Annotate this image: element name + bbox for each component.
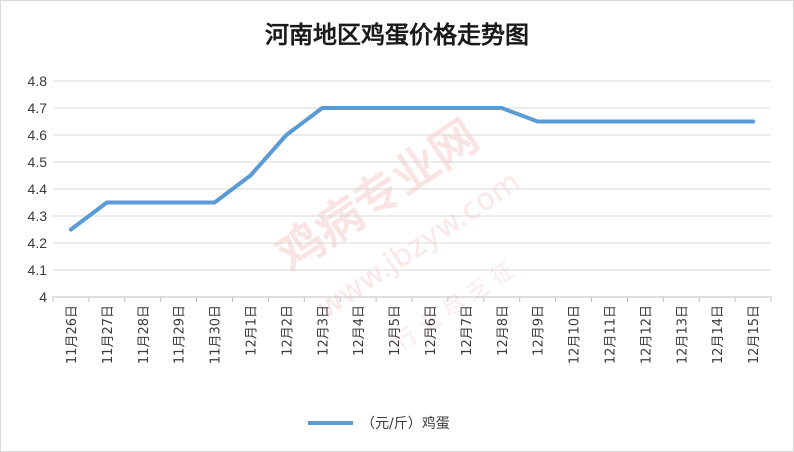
data-point xyxy=(69,228,73,231)
data-point xyxy=(536,120,540,123)
x-tick-label: 11月30日 xyxy=(209,305,224,364)
y-tick-label: 4 xyxy=(39,289,47,305)
gridlines xyxy=(53,80,771,271)
data-point xyxy=(751,120,755,123)
x-tick-label: 12月10日 xyxy=(568,305,583,364)
series-layer xyxy=(68,106,756,232)
y-axis-ticks: 4 4.1 4.2 4.3 4.4 4.5 4.6 4.7 4.8 xyxy=(28,73,48,305)
x-tick-label: 12月1日 xyxy=(244,305,259,356)
x-tick-label: 11月29日 xyxy=(173,305,188,364)
y-tick-label: 4.2 xyxy=(28,235,48,251)
data-point xyxy=(679,120,683,123)
data-point xyxy=(284,133,288,137)
x-tick-label: 12月6日 xyxy=(424,305,439,356)
x-tick-label: 12月3日 xyxy=(316,305,331,356)
data-point xyxy=(643,120,647,123)
x-tick-label: 12月11日 xyxy=(603,305,618,364)
x-tick-label: 12月13日 xyxy=(675,305,690,364)
data-point xyxy=(607,120,611,123)
x-tick-label: 12月8日 xyxy=(496,305,511,356)
y-tick-label: 4.8 xyxy=(28,73,48,89)
x-tick-label: 12月4日 xyxy=(352,305,367,356)
series-line xyxy=(68,106,756,232)
data-point xyxy=(356,106,360,110)
x-tick-label: 12月14日 xyxy=(711,305,726,364)
y-tick-label: 4.5 xyxy=(28,154,48,170)
data-point xyxy=(248,174,252,177)
axes xyxy=(52,296,772,302)
x-tick-label: 12月9日 xyxy=(532,305,547,356)
data-point xyxy=(105,201,109,204)
x-tick-label: 11月26日 xyxy=(65,305,80,364)
y-tick-label: 4.6 xyxy=(28,127,48,143)
legend-label: （元/斤）鸡蛋 xyxy=(361,415,450,432)
x-axis-ticks: 11月26日 11月27日 11月28日 11月29日 11月30日 12月1日 12月2日… xyxy=(65,305,762,364)
data-point xyxy=(428,106,432,110)
x-tick-label: 11月28日 xyxy=(137,305,152,364)
y-tick-label: 4.7 xyxy=(28,100,48,116)
x-tick-label: 12月5日 xyxy=(388,305,403,356)
data-point xyxy=(464,106,468,110)
y-tick-label: 4.4 xyxy=(28,181,48,197)
data-point xyxy=(572,120,576,123)
legend: （元/斤）鸡蛋 xyxy=(308,415,450,432)
data-point xyxy=(213,201,217,204)
data-point xyxy=(715,120,719,123)
data-point xyxy=(320,106,324,110)
x-tick-label: 11月27日 xyxy=(101,305,116,364)
data-point xyxy=(141,201,145,204)
x-tick-label: 12月12日 xyxy=(639,305,654,364)
data-point xyxy=(500,106,504,110)
chart-title: 河南地区鸡蛋价格走势图 xyxy=(265,21,529,49)
x-tick-label: 12月7日 xyxy=(460,305,475,356)
x-tick-label: 12月15日 xyxy=(747,305,762,364)
y-tick-label: 4.3 xyxy=(28,208,48,224)
data-point xyxy=(392,106,396,110)
data-point xyxy=(177,201,181,204)
x-tick-label: 12月2日 xyxy=(280,305,295,356)
y-tick-label: 4.1 xyxy=(28,262,48,278)
